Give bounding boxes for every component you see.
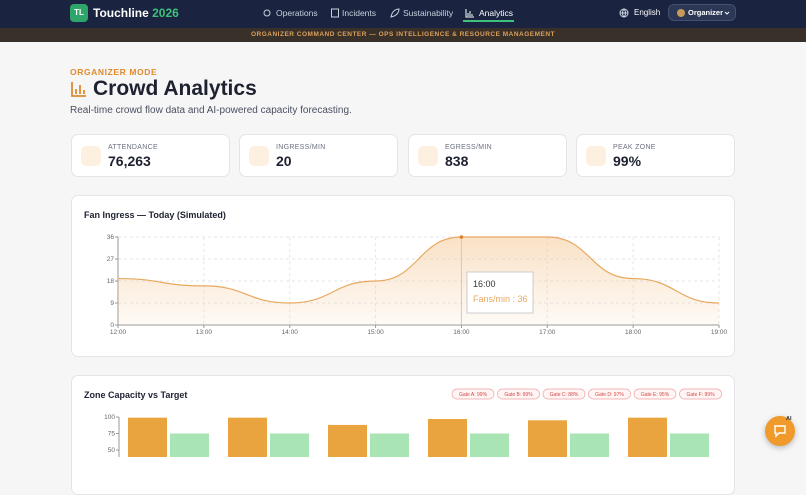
chat-icon xyxy=(774,425,786,438)
area xyxy=(118,237,719,325)
stat-label: EGRESS/MIN xyxy=(445,144,492,151)
bar xyxy=(428,418,467,457)
bar xyxy=(570,433,609,457)
chip-label: Gate D: 97% xyxy=(595,392,624,398)
chat-button[interactable] xyxy=(765,416,795,446)
nav-item[interactable]: Incidents xyxy=(342,8,377,18)
bar xyxy=(228,417,267,457)
chip xyxy=(542,388,586,400)
stat-icon xyxy=(249,146,269,166)
chip xyxy=(633,388,677,400)
logo[interactable]: TL xyxy=(70,4,88,22)
nav-bar: TL Touchline 2026 Operations Incidents S… xyxy=(0,0,806,28)
chart-title: Zone Capacity vs Target xyxy=(84,390,188,400)
bar xyxy=(270,433,309,457)
y-tick-label: 9 xyxy=(110,300,114,307)
chip-label: Gate C: 88% xyxy=(550,392,579,398)
chip-label: Gate F: 99% xyxy=(686,392,715,398)
x-tick-label: 13:00 xyxy=(196,329,213,336)
banner-text: ORGANIZER COMMAND CENTER — OPS INTELLIGE… xyxy=(250,31,556,38)
y-tick-label: 18 xyxy=(107,278,115,285)
role-dropdown[interactable]: Organizer xyxy=(668,4,736,21)
nav-item[interactable]: Sustainability xyxy=(403,8,454,18)
icon xyxy=(331,8,339,18)
globe-icon xyxy=(619,8,629,18)
page-title: Crowd Analytics xyxy=(93,77,257,100)
active-dot xyxy=(459,235,464,239)
x-tick-label: 12:00 xyxy=(110,329,127,336)
x-tick-label: 16:00 xyxy=(453,329,470,336)
brand[interactable]: Touchline 2026 xyxy=(93,6,179,20)
bar xyxy=(128,417,167,457)
role-icon xyxy=(677,9,685,17)
x-tick-label: 15:00 xyxy=(367,329,384,336)
stat-label: ATTENDANCE xyxy=(108,144,158,151)
stat-label: INGRESS/MIN xyxy=(276,144,326,151)
chip xyxy=(497,388,540,400)
brand-year: 2026 xyxy=(152,6,179,20)
eyebrow: ORGANIZER MODE xyxy=(70,67,158,77)
y-tick-label: 50 xyxy=(108,447,116,454)
stat-card: PEAK ZONE 99% xyxy=(576,134,735,177)
stat-value: 20 xyxy=(276,153,292,169)
analytics-icon xyxy=(71,82,86,97)
stat-icon xyxy=(81,146,101,166)
bar xyxy=(628,417,667,457)
language[interactable]: English xyxy=(634,8,661,17)
chip xyxy=(588,388,631,400)
tooltip-title: 16:00 xyxy=(473,279,496,289)
y-tick-label: 27 xyxy=(107,256,115,263)
active-underline xyxy=(463,20,514,22)
brand-name: Touchline xyxy=(93,6,149,20)
nav-item-active[interactable]: Analytics xyxy=(479,8,514,18)
charts: 0 9 18 27 36 12:00 13:00 14:00 15:00 16:00 17:00 18… xyxy=(104,234,728,457)
chat-badge: AI xyxy=(786,416,792,422)
icon xyxy=(390,8,400,18)
stat-value: 99% xyxy=(613,153,642,169)
chip-label: Gate A: 99% xyxy=(459,392,488,398)
x-tick-label: 18:00 xyxy=(625,329,642,336)
y-tick-label: 0 xyxy=(110,322,114,329)
stat-card: INGRESS/MIN 20 xyxy=(239,134,398,177)
bar xyxy=(170,433,209,457)
tooltip xyxy=(466,271,534,314)
chip-label: Gate B: 99% xyxy=(504,392,533,398)
chip xyxy=(679,388,722,400)
stat-value: 76,263 xyxy=(108,153,151,169)
bar xyxy=(328,424,367,457)
line xyxy=(117,236,720,304)
y-tick-label: 100 xyxy=(104,414,115,421)
chevron xyxy=(724,11,730,15)
y-tick-label: 36 xyxy=(107,234,115,241)
chip-label: Gate E: 95% xyxy=(641,392,670,398)
stat-icon xyxy=(586,146,606,166)
chip xyxy=(451,388,495,400)
chart-title: Fan Ingress — Today (Simulated) xyxy=(84,210,226,220)
y-tick-label: 75 xyxy=(108,431,116,438)
role: Organizer xyxy=(688,8,724,17)
stat-card: EGRESS/MIN 838 xyxy=(408,134,567,177)
page-subtitle: Real-time crowd flow data and AI-powered… xyxy=(70,105,352,116)
bar xyxy=(370,433,409,457)
x-tick-label: 14:00 xyxy=(282,329,299,336)
bar xyxy=(670,433,709,457)
banner: ORGANIZER COMMAND CENTER — OPS INTELLIGE… xyxy=(0,28,806,42)
stat-icon xyxy=(418,146,438,166)
bar xyxy=(470,433,509,457)
stat-card: ATTENDANCE 76,263 xyxy=(71,134,230,177)
x-tick-label: 19:00 xyxy=(711,329,728,336)
nav-item[interactable]: Operations xyxy=(276,8,318,18)
icon xyxy=(263,9,271,17)
bar xyxy=(528,420,567,457)
stat-value: 838 xyxy=(445,153,469,169)
icon xyxy=(465,9,474,18)
x-tick-label: 17:00 xyxy=(539,329,556,336)
tooltip-label: Fans/min : 36 xyxy=(473,294,528,304)
stat-label: PEAK ZONE xyxy=(613,144,656,151)
